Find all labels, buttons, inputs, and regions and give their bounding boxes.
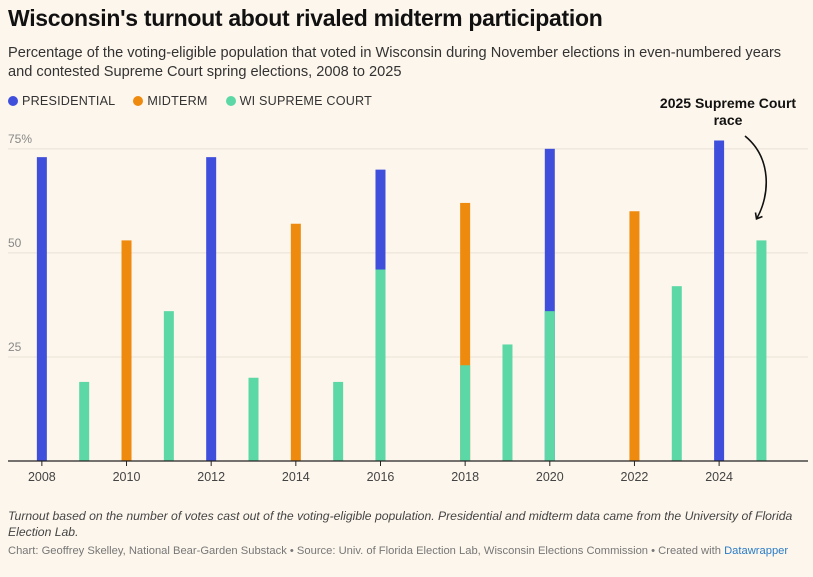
chart-subtitle: Percentage of the voting-eligible popula… <box>8 45 782 80</box>
legend-item-supreme-court: WI SUPREME COURT <box>225 94 372 108</box>
legend: PRESIDENTIAL MIDTERM WI SUPREME COURT <box>8 94 372 108</box>
bar <box>79 381 90 461</box>
bar <box>163 311 174 461</box>
bar <box>460 365 471 461</box>
x-axis: 2008 2010 2012 2014 2016 2018 2020 2022 2024 <box>8 460 808 484</box>
x-tick-label: 2016 <box>367 470 395 484</box>
bar <box>460 202 471 462</box>
bars <box>36 140 767 462</box>
legend-swatch-presidential <box>8 96 18 106</box>
legend-swatch-supreme-court <box>225 96 236 106</box>
bar <box>756 240 767 461</box>
x-tick-label: 2010 <box>113 470 141 484</box>
bar <box>544 311 555 461</box>
x-tick-label: 2018 <box>451 470 479 484</box>
y-tick-label: 25 <box>8 340 22 354</box>
annotation-line: 2025 Supreme Court <box>660 95 796 111</box>
bar <box>375 269 386 461</box>
chart-credits: Chart: Geoffrey Skelley, National Bear-G… <box>8 544 808 559</box>
bar <box>502 344 513 461</box>
bar <box>333 381 344 461</box>
datawrapper-link[interactable]: Datawrapper <box>724 545 789 557</box>
chart-notes: Turnout based on the number of votes cas… <box>8 509 793 539</box>
annotation-line: race <box>714 112 743 128</box>
chart-title: Wisconsin's turnout about rivaled midter… <box>8 5 603 31</box>
legend-item-midterm: MIDTERM <box>133 94 207 108</box>
bar <box>248 377 259 461</box>
y-tick-label: 50 <box>8 236 22 250</box>
bar <box>121 240 132 461</box>
legend-swatch-midterm <box>133 96 144 106</box>
bar <box>629 211 640 461</box>
legend-label-presidential: PRESIDENTIAL <box>22 94 116 108</box>
credits-text: Chart: Geoffrey Skelley, National Bear-G… <box>8 545 721 557</box>
bar <box>544 148 555 461</box>
bar <box>206 157 217 461</box>
bar-chart: 25 50 75% 2008 2010 2012 2014 2016 2018 2020 2022… <box>8 95 808 484</box>
legend-item-presidential: PRESIDENTIAL <box>8 94 115 108</box>
x-tick-label: 2020 <box>536 470 564 484</box>
annotation-arrow <box>744 135 767 220</box>
x-tick-label: 2014 <box>282 470 310 484</box>
x-tick-label: 2012 <box>197 470 225 484</box>
bar <box>36 157 47 461</box>
bar <box>671 286 682 461</box>
x-tick-label: 2008 <box>28 470 56 484</box>
legend-label-supreme-court: WI SUPREME COURT <box>239 94 372 108</box>
annotation-label: 2025 Supreme Court race <box>660 95 796 128</box>
bar <box>290 223 301 461</box>
x-tick-label: 2024 <box>705 470 733 484</box>
x-tick-label: 2022 <box>621 470 649 484</box>
annotation: 2025 Supreme Court race <box>660 95 796 220</box>
legend-label-midterm: MIDTERM <box>147 94 208 108</box>
y-tick-label: 75% <box>8 132 32 146</box>
bar <box>714 140 725 462</box>
